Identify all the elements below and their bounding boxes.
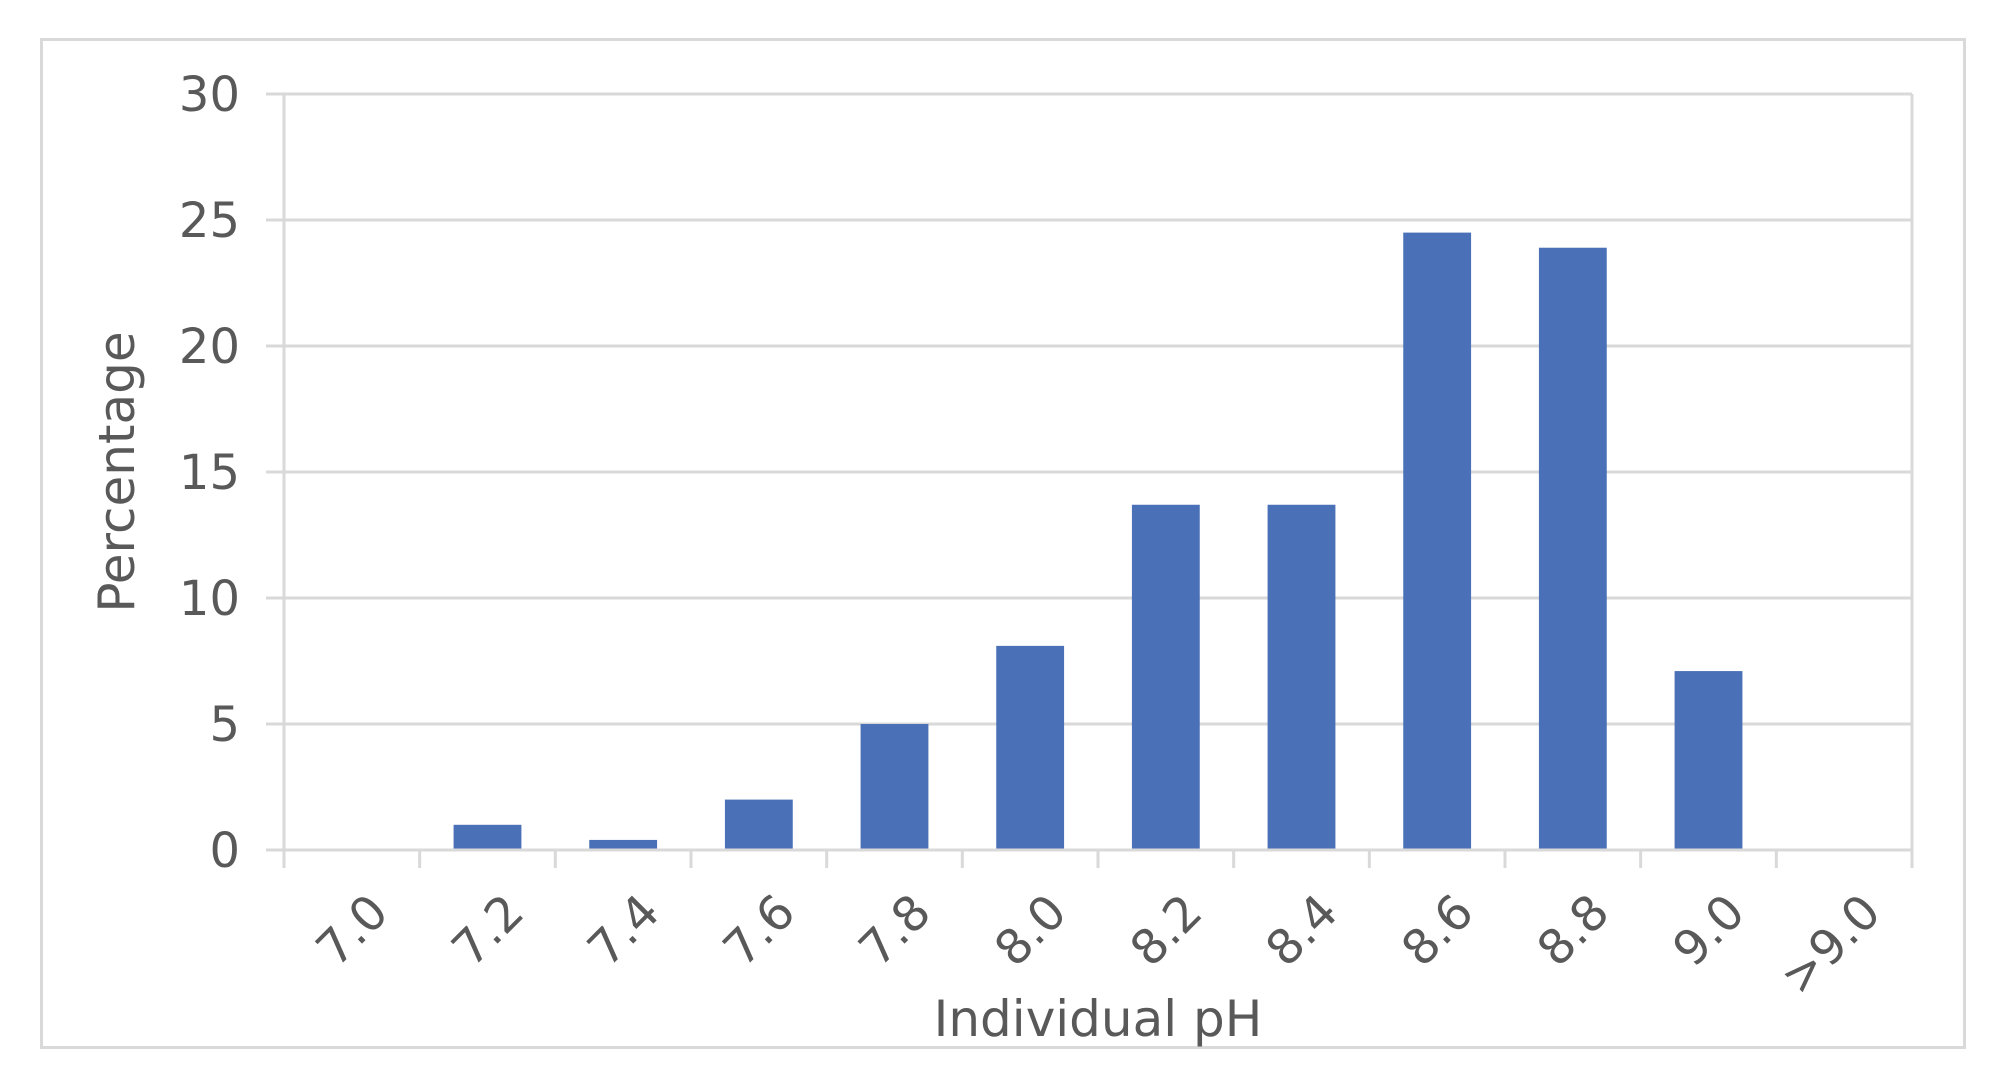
y-tick-labels: 0 5 10 15 20 25 30	[179, 67, 240, 879]
y-tick-label: 30	[179, 67, 240, 123]
x-tick-label: 8.2	[1120, 884, 1214, 978]
x-tick-label: 7.0	[306, 884, 400, 978]
x-tick-label: 8.0	[984, 884, 1078, 978]
x-tick-label: 8.6	[1391, 884, 1485, 978]
bar-7.8	[860, 724, 929, 850]
y-tick-label: 20	[179, 319, 240, 375]
y-tick-label: 5	[209, 697, 240, 753]
y-axis-title: Percentage	[88, 331, 146, 612]
bar-8.8	[1538, 247, 1607, 851]
y-tick-label: 15	[179, 445, 240, 501]
y-tick-label: 10	[179, 571, 240, 627]
bar-7.2	[453, 824, 522, 850]
bar-7.4	[589, 839, 658, 850]
bar-8.0	[996, 645, 1065, 850]
x-tick-label: 7.6	[713, 884, 807, 978]
x-tick-label: 8.8	[1527, 884, 1621, 978]
chart-frame	[40, 38, 1966, 1049]
bars	[453, 232, 1743, 851]
bar-8.2	[1131, 504, 1200, 850]
x-tick-label: 9.0	[1662, 884, 1756, 978]
x-tick-label: 7.8	[848, 884, 942, 978]
y-tick-label: 25	[179, 193, 240, 249]
gridlines	[284, 92, 1912, 726]
x-tick-label: 7.4	[577, 884, 671, 978]
x-tick-label: >9.0	[1770, 884, 1892, 1006]
y-tick-label: 0	[209, 823, 240, 879]
bar-7.6	[724, 799, 793, 850]
bar-8.6	[1403, 232, 1472, 851]
bar-9.0	[1674, 671, 1743, 850]
bar-8.4	[1267, 504, 1336, 850]
x-axis-title: Individual pH	[934, 990, 1263, 1048]
axes	[266, 92, 1914, 868]
x-tick-label: 7.2	[441, 884, 535, 978]
x-tick-label: 8.4	[1255, 884, 1349, 978]
x-tick-labels: 7.0 7.2 7.4 7.6 7.8 8.0 8.2 8.4 8.6 8.8 9.0 >9.0	[306, 884, 1892, 1006]
